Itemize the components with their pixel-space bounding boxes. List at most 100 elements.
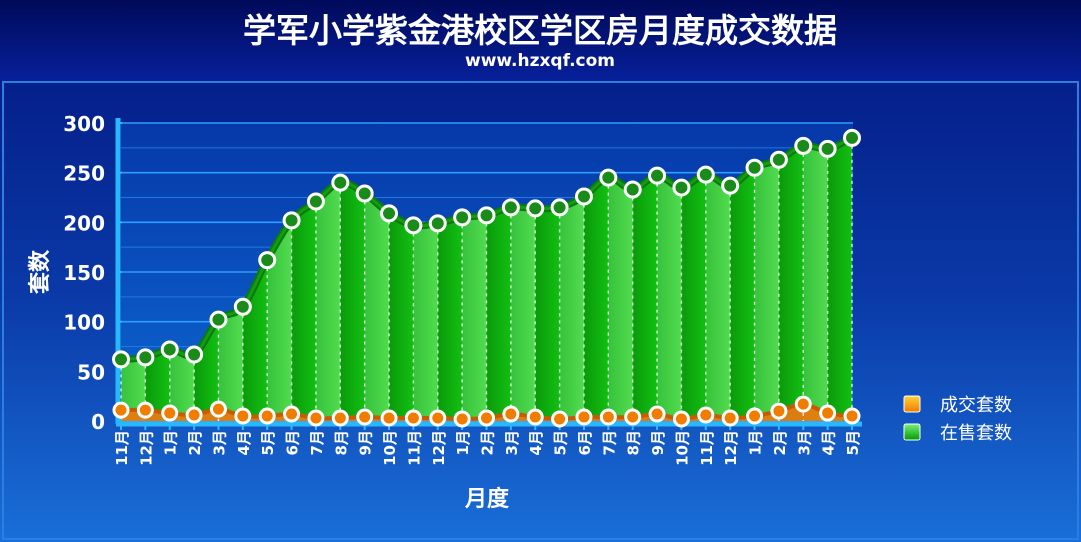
sold-point (453, 410, 471, 428)
x-tick-label: 10月 (381, 430, 399, 466)
sold-point (721, 409, 739, 427)
x-tick-label: 3月 (503, 430, 521, 455)
x-tick-label: 4月 (820, 430, 838, 455)
sold-point (429, 409, 447, 427)
x-tick-label: 1月 (162, 430, 180, 455)
x-tick-label: 12月 (430, 430, 448, 466)
legend-label-sold: 成交套数 (940, 395, 1012, 416)
x-tick-label: 4月 (235, 430, 253, 455)
listing-point (696, 165, 715, 184)
listing-point (331, 173, 350, 192)
legend: 成交套数 在售套数 (903, 395, 1012, 444)
sold-point (794, 395, 812, 413)
x-tick-label: 11月 (405, 430, 423, 466)
listing-point (818, 139, 837, 158)
listing-point (306, 192, 325, 211)
listing-area-band (754, 137, 780, 421)
sold-point (234, 407, 252, 425)
chart-subtitle: www.hzxqf.com (465, 51, 615, 71)
listing-point (453, 208, 472, 227)
x-tick-label: 7月 (600, 430, 618, 455)
x-tick-label: 3月 (795, 430, 813, 455)
sold-point (478, 409, 495, 427)
y-tick-label: 50 (77, 360, 105, 384)
listing-point (477, 206, 496, 225)
y-tick-label: 150 (63, 261, 105, 285)
x-tick-label: 12月 (137, 430, 155, 466)
legend-label-listing: 在售套数 (940, 423, 1012, 444)
listing-point (112, 350, 130, 369)
sold-point (161, 404, 179, 422)
y-axis-label: 套数 (27, 249, 53, 294)
listing-point (185, 345, 204, 364)
sold-point (307, 409, 325, 427)
sold-point (746, 407, 764, 425)
sold-point (648, 405, 666, 423)
x-tick-label: 4月 (527, 430, 545, 455)
listing-point (672, 178, 691, 197)
sold-point (356, 408, 374, 426)
x-tick-label: 8月 (332, 430, 350, 455)
x-tick-label: 11月 (113, 430, 131, 466)
sold-point (283, 405, 301, 423)
listing-point (550, 198, 569, 217)
listing-area-band (803, 137, 829, 421)
listing-points (112, 128, 861, 369)
listing-point (380, 204, 399, 223)
sold-point (624, 408, 642, 426)
x-tick-label: 12月 (722, 430, 740, 466)
listing-point (404, 216, 423, 235)
x-axis-label: 月度 (464, 486, 510, 512)
sold-point (502, 405, 520, 423)
x-tick-label: 1月 (454, 430, 472, 455)
sold-points (112, 395, 861, 428)
listing-point (745, 158, 764, 177)
sold-point (404, 409, 422, 427)
listing-point (233, 297, 252, 316)
x-tick-label: 2月 (186, 430, 204, 455)
header-band (0, 0, 1081, 80)
x-tick-labels: 11月 12月 1月 2月 3月 4月 5月 6月 7月 8月 9月 10月 11月 12月 1月 2月 3月 4… (113, 424, 862, 466)
sold-point (819, 404, 837, 422)
listing-area-band (827, 137, 852, 421)
listing-point (769, 150, 788, 169)
plot-frame (2, 81, 1079, 540)
y-tick-label: 300 (63, 112, 105, 136)
x-tick-label: 6月 (284, 430, 302, 455)
x-tick-label: 9月 (357, 430, 375, 455)
listing-point (623, 180, 642, 199)
listing-point (355, 184, 374, 203)
x-tick-label: 9月 (649, 430, 667, 455)
listing-point (794, 136, 813, 155)
listing-point (574, 187, 593, 206)
y-tick-label: 100 (63, 311, 105, 335)
sold-point (380, 409, 398, 427)
x-tick-label: 11月 (698, 430, 716, 466)
listing-point (209, 310, 228, 329)
listing-point (843, 128, 861, 147)
y-tick-label: 200 (63, 211, 105, 235)
sold-point (331, 409, 349, 427)
sold-point (526, 408, 544, 426)
sold-point (551, 410, 569, 428)
legend-swatch-listing (903, 423, 921, 441)
sold-point (136, 401, 154, 419)
x-tick-label: 5月 (552, 430, 570, 455)
listing-point (282, 211, 301, 230)
x-tick-label: 3月 (210, 430, 228, 455)
x-tick-label: 5月 (259, 430, 277, 455)
sold-point (697, 406, 715, 424)
listing-point (501, 198, 520, 217)
sold-point (185, 406, 203, 424)
sold-point (258, 407, 276, 425)
listing-point (526, 199, 545, 218)
listing-point (721, 176, 740, 195)
sold-point (672, 410, 690, 428)
listing-point (258, 251, 277, 270)
x-tick-label: 1月 (747, 430, 765, 455)
sold-point (575, 408, 593, 426)
listing-point (428, 214, 447, 233)
sold-point (209, 400, 227, 418)
